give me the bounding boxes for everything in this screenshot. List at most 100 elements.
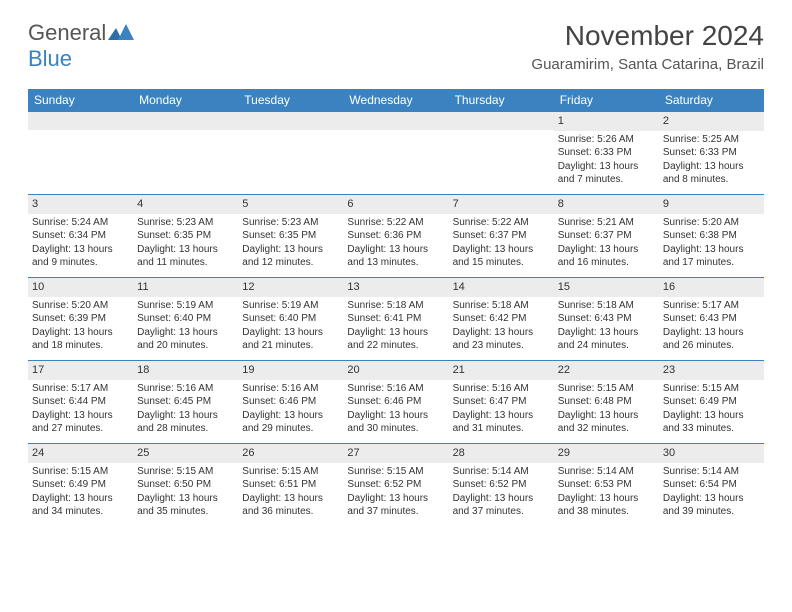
sunrise-line: Sunrise: 5:15 AM <box>558 382 655 396</box>
day-body: Sunrise: 5:17 AMSunset: 6:44 PMDaylight:… <box>28 380 133 440</box>
day-header: Monday <box>133 89 238 111</box>
day-cell: 6Sunrise: 5:22 AMSunset: 6:36 PMDaylight… <box>343 195 448 277</box>
sunrise-line: Sunrise: 5:15 AM <box>242 465 339 479</box>
day-header: Saturday <box>659 89 764 111</box>
sunrise-line: Sunrise: 5:19 AM <box>137 299 234 313</box>
day-body: Sunrise: 5:23 AMSunset: 6:35 PMDaylight:… <box>238 214 343 274</box>
sunrise-line: Sunrise: 5:16 AM <box>137 382 234 396</box>
sunrise-line: Sunrise: 5:14 AM <box>453 465 550 479</box>
day-cell: 22Sunrise: 5:15 AMSunset: 6:48 PMDayligh… <box>554 361 659 443</box>
daylight-line: Daylight: 13 hours and 38 minutes. <box>558 492 655 519</box>
logo: General Blue <box>28 20 134 72</box>
sunset-line: Sunset: 6:35 PM <box>137 229 234 243</box>
logo-word-general: General <box>28 20 106 45</box>
daylight-line: Daylight: 13 hours and 26 minutes. <box>663 326 760 353</box>
daylight-line: Daylight: 13 hours and 13 minutes. <box>347 243 444 270</box>
day-body: Sunrise: 5:22 AMSunset: 6:37 PMDaylight:… <box>449 214 554 274</box>
daylight-line: Daylight: 13 hours and 8 minutes. <box>663 160 760 187</box>
daylight-line: Daylight: 13 hours and 12 minutes. <box>242 243 339 270</box>
day-cell: 23Sunrise: 5:15 AMSunset: 6:49 PMDayligh… <box>659 361 764 443</box>
week-row: 24Sunrise: 5:15 AMSunset: 6:49 PMDayligh… <box>28 443 764 526</box>
day-number: 7 <box>449 195 554 214</box>
sunset-line: Sunset: 6:50 PM <box>137 478 234 492</box>
day-number: 26 <box>238 444 343 463</box>
daylight-line: Daylight: 13 hours and 30 minutes. <box>347 409 444 436</box>
sunset-line: Sunset: 6:40 PM <box>242 312 339 326</box>
sunset-line: Sunset: 6:37 PM <box>453 229 550 243</box>
sunrise-line: Sunrise: 5:18 AM <box>347 299 444 313</box>
day-body: Sunrise: 5:15 AMSunset: 6:49 PMDaylight:… <box>28 463 133 523</box>
day-number: 20 <box>343 361 448 380</box>
day-cell: 19Sunrise: 5:16 AMSunset: 6:46 PMDayligh… <box>238 361 343 443</box>
day-header: Thursday <box>449 89 554 111</box>
day-cell: 1Sunrise: 5:26 AMSunset: 6:33 PMDaylight… <box>554 112 659 194</box>
day-body: Sunrise: 5:15 AMSunset: 6:49 PMDaylight:… <box>659 380 764 440</box>
weeks-container: 1Sunrise: 5:26 AMSunset: 6:33 PMDaylight… <box>28 111 764 526</box>
day-cell: 8Sunrise: 5:21 AMSunset: 6:37 PMDaylight… <box>554 195 659 277</box>
day-number: 27 <box>343 444 448 463</box>
day-body: Sunrise: 5:15 AMSunset: 6:51 PMDaylight:… <box>238 463 343 523</box>
day-body: Sunrise: 5:18 AMSunset: 6:41 PMDaylight:… <box>343 297 448 357</box>
day-body: Sunrise: 5:19 AMSunset: 6:40 PMDaylight:… <box>133 297 238 357</box>
day-cell: 12Sunrise: 5:19 AMSunset: 6:40 PMDayligh… <box>238 278 343 360</box>
sunrise-line: Sunrise: 5:15 AM <box>347 465 444 479</box>
day-header: Wednesday <box>343 89 448 111</box>
day-cell: 5Sunrise: 5:23 AMSunset: 6:35 PMDaylight… <box>238 195 343 277</box>
day-header: Friday <box>554 89 659 111</box>
sunrise-line: Sunrise: 5:14 AM <box>663 465 760 479</box>
day-number: 4 <box>133 195 238 214</box>
month-title: November 2024 <box>531 20 764 52</box>
daylight-line: Daylight: 13 hours and 23 minutes. <box>453 326 550 353</box>
day-body: Sunrise: 5:18 AMSunset: 6:42 PMDaylight:… <box>449 297 554 357</box>
day-cell: 24Sunrise: 5:15 AMSunset: 6:49 PMDayligh… <box>28 444 133 526</box>
daylight-line: Daylight: 13 hours and 11 minutes. <box>137 243 234 270</box>
sunset-line: Sunset: 6:44 PM <box>32 395 129 409</box>
day-number: 5 <box>238 195 343 214</box>
day-body: Sunrise: 5:22 AMSunset: 6:36 PMDaylight:… <box>343 214 448 274</box>
sunrise-line: Sunrise: 5:25 AM <box>663 133 760 147</box>
daylight-line: Daylight: 13 hours and 9 minutes. <box>32 243 129 270</box>
daylight-line: Daylight: 13 hours and 32 minutes. <box>558 409 655 436</box>
day-number: 6 <box>343 195 448 214</box>
sunset-line: Sunset: 6:33 PM <box>663 146 760 160</box>
sunset-line: Sunset: 6:45 PM <box>137 395 234 409</box>
sunrise-line: Sunrise: 5:21 AM <box>558 216 655 230</box>
title-block: November 2024 Guaramirim, Santa Catarina… <box>531 20 764 73</box>
day-body: Sunrise: 5:17 AMSunset: 6:43 PMDaylight:… <box>659 297 764 357</box>
day-number: 29 <box>554 444 659 463</box>
sunset-line: Sunset: 6:34 PM <box>32 229 129 243</box>
day-cell <box>449 112 554 194</box>
logo-word-blue: Blue <box>28 46 72 71</box>
day-cell: 2Sunrise: 5:25 AMSunset: 6:33 PMDaylight… <box>659 112 764 194</box>
day-number: 9 <box>659 195 764 214</box>
location-subtitle: Guaramirim, Santa Catarina, Brazil <box>531 56 764 73</box>
daylight-line: Daylight: 13 hours and 28 minutes. <box>137 409 234 436</box>
sunset-line: Sunset: 6:53 PM <box>558 478 655 492</box>
sunrise-line: Sunrise: 5:20 AM <box>663 216 760 230</box>
day-body: Sunrise: 5:15 AMSunset: 6:52 PMDaylight:… <box>343 463 448 523</box>
sunrise-line: Sunrise: 5:18 AM <box>453 299 550 313</box>
daylight-line: Daylight: 13 hours and 27 minutes. <box>32 409 129 436</box>
day-number: 21 <box>449 361 554 380</box>
sunrise-line: Sunrise: 5:16 AM <box>242 382 339 396</box>
day-cell <box>343 112 448 194</box>
day-body: Sunrise: 5:21 AMSunset: 6:37 PMDaylight:… <box>554 214 659 274</box>
sunset-line: Sunset: 6:46 PM <box>242 395 339 409</box>
sunrise-line: Sunrise: 5:15 AM <box>32 465 129 479</box>
sunrise-line: Sunrise: 5:14 AM <box>558 465 655 479</box>
sunset-line: Sunset: 6:46 PM <box>347 395 444 409</box>
sunset-line: Sunset: 6:47 PM <box>453 395 550 409</box>
sunset-line: Sunset: 6:35 PM <box>242 229 339 243</box>
day-number: 30 <box>659 444 764 463</box>
daylight-line: Daylight: 13 hours and 34 minutes. <box>32 492 129 519</box>
sunset-line: Sunset: 6:52 PM <box>347 478 444 492</box>
daylight-line: Daylight: 13 hours and 18 minutes. <box>32 326 129 353</box>
day-header-row: SundayMondayTuesdayWednesdayThursdayFrid… <box>28 89 764 111</box>
sunset-line: Sunset: 6:41 PM <box>347 312 444 326</box>
logo-text: General Blue <box>28 20 134 72</box>
sunset-line: Sunset: 6:49 PM <box>663 395 760 409</box>
daylight-line: Daylight: 13 hours and 33 minutes. <box>663 409 760 436</box>
day-body: Sunrise: 5:18 AMSunset: 6:43 PMDaylight:… <box>554 297 659 357</box>
day-cell: 16Sunrise: 5:17 AMSunset: 6:43 PMDayligh… <box>659 278 764 360</box>
day-number <box>238 112 343 130</box>
